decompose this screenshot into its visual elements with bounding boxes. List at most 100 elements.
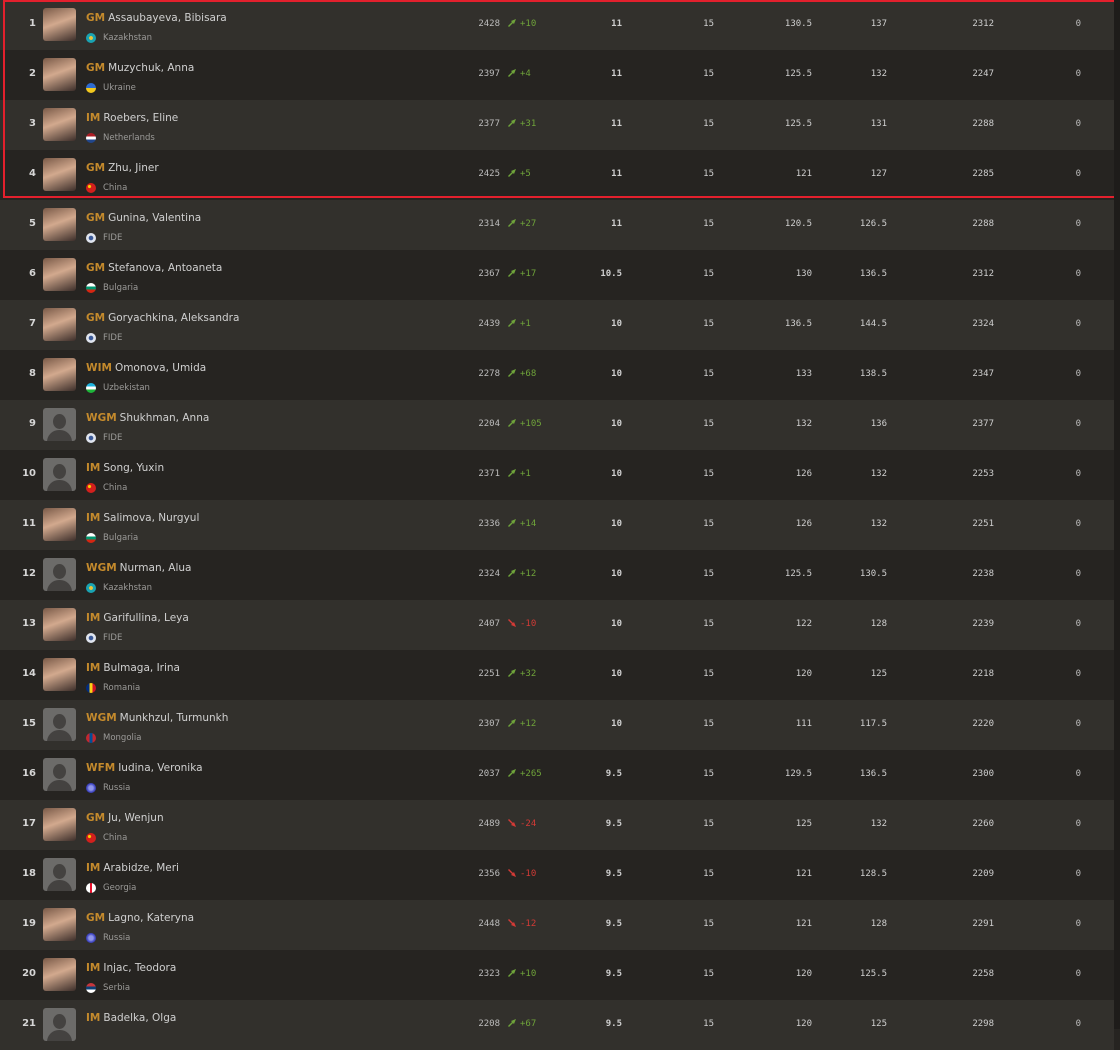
rating: 2356 [478,869,500,879]
table-row[interactable]: 4 GM Zhu, Jiner China 2425 +5 11 15 121 1… [0,150,1114,200]
player-title: IM [86,962,101,974]
player-avatar[interactable] [43,258,76,291]
table-row[interactable]: 18 IM Arabidze, Meri Georgia 2356 -10 9.5… [0,850,1114,900]
player-name: Badelka, Olga [103,1012,177,1024]
player-name-link[interactable]: WGM Munkhzul, Turmunkh [86,712,228,724]
avatar-placeholder-icon[interactable] [43,558,76,591]
player-avatar[interactable] [43,208,76,241]
player-name-link[interactable]: GM Goryachkina, Aleksandra [86,312,239,324]
avatar-placeholder-icon[interactable] [43,458,76,491]
table-row[interactable]: 13 IM Garifullina, Leya FIDE 2407 -10 10 … [0,600,1114,650]
table-row[interactable]: 2 GM Muzychuk, Anna Ukraine 2397 +4 11 15… [0,50,1114,100]
table-row[interactable]: 5 GM Gunina, Valentina FIDE 2314 +27 11 1… [0,200,1114,250]
arrow-up-icon [508,169,516,177]
country-flag-icon [86,233,96,243]
player-name-link[interactable]: WGM Shukhman, Anna [86,412,209,424]
table-row[interactable]: 16 WFM Iudina, Veronika Russia 2037 +265 … [0,750,1114,800]
rating: 2377 [478,119,500,129]
player-name-link[interactable]: IM Arabidze, Meri [86,862,179,874]
player-name-link[interactable]: GM Gunina, Valentina [86,212,201,224]
player-title: GM [86,12,106,24]
table-row[interactable]: 1 GM Assaubayeva, Bibisara Kazakhstan 242… [0,0,1114,50]
player-title: WFM [86,762,116,774]
tiebreak-2: 125 [870,1019,887,1029]
table-row[interactable]: 20 IM Injac, Teodora Serbia 2323 +10 9.5 … [0,950,1114,1000]
player-name-link[interactable]: WGM Nurman, Alua [86,562,191,574]
games: 15 [703,969,714,979]
player-avatar[interactable] [43,108,76,141]
games: 15 [703,69,714,79]
avatar-placeholder-icon[interactable] [43,858,76,891]
country: Serbia [103,983,131,993]
player-avatar[interactable] [43,508,76,541]
rating: 2307 [478,719,500,729]
player-name-link[interactable]: WIM Omonova, Umida [86,362,206,374]
tiebreak-2: 144.5 [859,319,887,329]
player-name-link[interactable]: IM Roebers, Eline [86,112,178,124]
table-row[interactable]: 19 GM Lagno, Kateryna Russia 2448 -12 9.5… [0,900,1114,950]
table-row[interactable]: 12 WGM Nurman, Alua Kazakhstan 2324 +12 1… [0,550,1114,600]
country: China [103,183,128,193]
games: 15 [703,819,714,829]
table-row[interactable]: 14 IM Bulmaga, Irina Romania 2251 +32 10 … [0,650,1114,700]
tiebreak-2: 127 [870,169,887,179]
player-avatar[interactable] [43,958,76,991]
table-row[interactable]: 6 GM Stefanova, Antoaneta Bulgaria 2367 +… [0,250,1114,300]
table-row[interactable]: 11 IM Salimova, Nurgyul Bulgaria 2336 +14… [0,500,1114,550]
country: China [103,833,128,843]
player-name-link[interactable]: GM Muzychuk, Anna [86,62,194,74]
player-avatar[interactable] [43,158,76,191]
table-row[interactable]: 8 WIM Omonova, Umida Uzbekistan 2278 +68 … [0,350,1114,400]
player-name-link[interactable]: IM Bulmaga, Irina [86,662,180,674]
player-name-link[interactable]: IM Garifullina, Leya [86,612,189,624]
player-avatar[interactable] [43,58,76,91]
avatar-placeholder-icon[interactable] [43,408,76,441]
table-row[interactable]: 21 IM Badelka, Olga 2208 +67 9.5 15 120 1… [0,1000,1114,1050]
avatar-placeholder-icon[interactable] [43,708,76,741]
player-name-link[interactable]: GM Assaubayeva, Bibisara [86,12,227,24]
scrollbar[interactable] [1114,0,1120,1029]
country-flag-icon [86,183,96,193]
country-flag-icon [86,33,96,43]
tiebreak-2: 125 [870,669,887,679]
table-row[interactable]: 3 IM Roebers, Eline Netherlands 2377 +31 … [0,100,1114,150]
tiebreak-3: 0 [1075,569,1081,579]
player-avatar[interactable] [43,808,76,841]
player-name-link[interactable]: GM Ju, Wenjun [86,812,164,824]
rating: 2037 [478,769,500,779]
table-row[interactable]: 17 GM Ju, Wenjun China 2489 -24 9.5 15 12… [0,800,1114,850]
tiebreak-2: 137 [870,19,887,29]
rating: 2251 [478,669,500,679]
player-avatar[interactable] [43,358,76,391]
score: 10 [611,519,622,529]
player-name-link[interactable]: IM Injac, Teodora [86,962,176,974]
avatar-placeholder-icon[interactable] [43,1008,76,1041]
player-name-link[interactable]: GM Zhu, Jiner [86,162,159,174]
player-name-link[interactable]: IM Badelka, Olga [86,1012,176,1024]
player-name-link[interactable]: WFM Iudina, Veronika [86,762,203,774]
country: FIDE [103,633,123,643]
player-title: IM [86,462,101,474]
tiebreak-1: 120 [795,669,812,679]
table-row[interactable]: 9 WGM Shukhman, Anna FIDE 2204 +105 10 15… [0,400,1114,450]
table-row[interactable]: 7 GM Goryachkina, Aleksandra FIDE 2439 +1… [0,300,1114,350]
player-avatar[interactable] [43,8,76,41]
player-name-link[interactable]: GM Stefanova, Antoaneta [86,262,222,274]
player-name-link[interactable]: IM Salimova, Nurgyul [86,512,199,524]
player-avatar[interactable] [43,608,76,641]
table-row[interactable]: 15 WGM Munkhzul, Turmunkh Mongolia 2307 +… [0,700,1114,750]
player-name-link[interactable]: IM Song, Yuxin [86,462,164,474]
rating-change: +5 [520,169,531,179]
player-avatar[interactable] [43,658,76,691]
player-avatar[interactable] [43,908,76,941]
tiebreak-3: 0 [1075,819,1081,829]
rating: 2204 [478,419,500,429]
rank: 10 [22,468,36,479]
country-flag-icon [86,933,96,943]
avatar-placeholder-icon[interactable] [43,758,76,791]
table-row[interactable]: 10 IM Song, Yuxin China 2371 +1 10 15 126… [0,450,1114,500]
rank: 8 [29,368,36,379]
player-avatar[interactable] [43,308,76,341]
performance: 2377 [972,419,994,429]
player-name-link[interactable]: GM Lagno, Kateryna [86,912,194,924]
